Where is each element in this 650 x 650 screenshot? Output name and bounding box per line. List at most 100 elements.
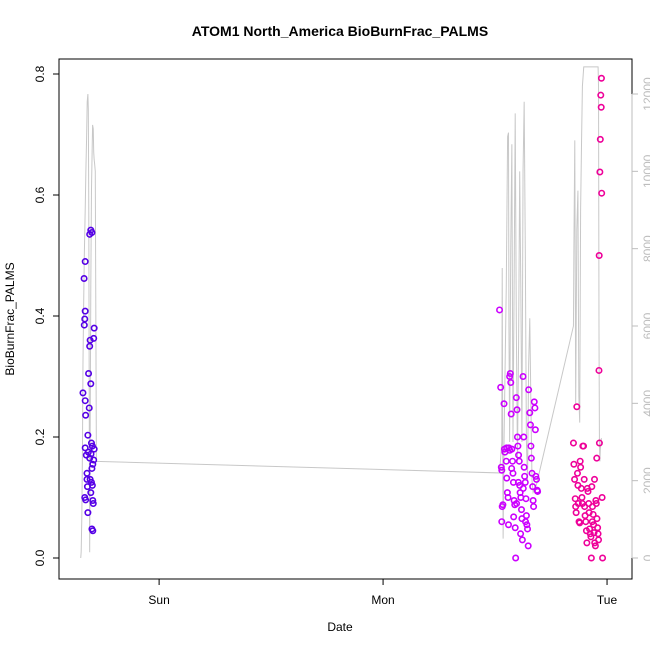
data-point xyxy=(592,497,600,505)
data-point xyxy=(89,460,97,468)
data-point xyxy=(504,493,512,501)
data-point xyxy=(90,334,98,342)
data-point xyxy=(513,500,521,508)
data-point xyxy=(571,475,579,483)
data-point xyxy=(502,457,510,465)
data-point xyxy=(517,506,525,514)
data-point xyxy=(524,525,532,533)
data-point xyxy=(590,475,598,483)
data-point xyxy=(531,404,539,412)
y-tick-label: 0.8 xyxy=(33,65,47,82)
y2-tick-label: 8000 xyxy=(641,235,650,262)
x-tick-label: Tue xyxy=(597,593,618,607)
data-point xyxy=(496,306,504,314)
data-point xyxy=(81,307,89,315)
data-point xyxy=(86,475,94,483)
chart-title: ATOM1 North_America BioBurnFrac_PALMS xyxy=(192,23,488,39)
data-point xyxy=(576,519,584,527)
data-point xyxy=(580,442,588,450)
y2-tick-label: 2000 xyxy=(641,467,650,494)
data-point xyxy=(529,497,537,505)
data-point xyxy=(85,404,93,412)
data-point xyxy=(591,542,599,550)
data-point xyxy=(507,410,515,418)
data-point xyxy=(85,369,93,377)
data-point xyxy=(598,493,606,501)
data-point xyxy=(80,274,88,282)
data-point xyxy=(512,554,520,562)
plot-frame xyxy=(58,58,633,580)
data-point xyxy=(511,524,519,532)
data-point xyxy=(82,496,90,504)
y2-tick-label: 10000 xyxy=(641,154,650,188)
data-point xyxy=(79,389,87,397)
data-point xyxy=(81,258,89,266)
data-point xyxy=(597,91,605,99)
data-point xyxy=(87,489,95,497)
data-point xyxy=(520,433,528,441)
data-point xyxy=(590,529,598,537)
data-point xyxy=(519,484,527,492)
data-point xyxy=(583,539,591,547)
data-point xyxy=(522,512,530,520)
data-point xyxy=(521,472,529,480)
data-point xyxy=(504,521,512,529)
data-point xyxy=(521,478,529,486)
y2-tick-label: 4000 xyxy=(641,390,650,417)
data-point xyxy=(526,409,534,417)
x-axis: Sun Mon Tue xyxy=(148,578,618,607)
right-y-axis: 0 2000 4000 6000 8000 10000 12000 xyxy=(631,77,650,561)
data-point xyxy=(506,369,514,377)
data-point xyxy=(524,542,532,550)
y-axis-label: BioBurnFrac_PALMS xyxy=(3,262,17,375)
y2-tick-label: 0 xyxy=(641,554,650,561)
data-point xyxy=(88,464,96,472)
scatter-points-layer xyxy=(79,74,607,562)
data-point xyxy=(595,536,603,544)
data-point xyxy=(580,475,588,483)
data-point xyxy=(596,135,604,143)
data-point xyxy=(87,380,95,388)
data-point xyxy=(519,372,527,380)
data-point xyxy=(86,454,94,462)
x-tick-label: Sun xyxy=(148,593,169,607)
data-point xyxy=(569,439,577,447)
data-point xyxy=(81,315,89,323)
data-point xyxy=(570,460,578,468)
y-tick-label: 0.6 xyxy=(33,186,47,203)
y-tick-label: 0.2 xyxy=(33,428,47,445)
data-point xyxy=(522,495,530,503)
data-point xyxy=(597,74,605,82)
data-point xyxy=(80,321,88,329)
data-point xyxy=(510,513,518,521)
data-point xyxy=(529,483,537,491)
data-point xyxy=(84,448,92,456)
data-point xyxy=(595,366,603,374)
x-axis-label: Date xyxy=(327,620,353,634)
y-tick-label: 0.4 xyxy=(33,307,47,324)
data-point xyxy=(89,500,97,508)
data-point xyxy=(597,103,605,111)
data-point xyxy=(526,421,534,429)
data-point xyxy=(573,403,581,411)
data-point xyxy=(90,324,98,332)
data-point xyxy=(530,398,538,406)
data-point xyxy=(527,442,535,450)
data-point xyxy=(90,445,98,453)
data-point xyxy=(593,454,601,462)
data-point xyxy=(531,426,539,434)
data-point xyxy=(573,469,581,477)
data-point xyxy=(576,457,584,465)
data-point xyxy=(571,495,579,503)
data-point xyxy=(513,433,521,441)
data-point xyxy=(599,554,607,562)
data-point xyxy=(89,497,97,505)
data-point xyxy=(513,406,521,414)
data-point xyxy=(584,487,592,495)
data-point xyxy=(534,487,542,495)
data-point xyxy=(86,342,94,350)
data-point xyxy=(81,397,89,405)
data-point xyxy=(596,168,604,176)
data-point xyxy=(512,394,520,402)
